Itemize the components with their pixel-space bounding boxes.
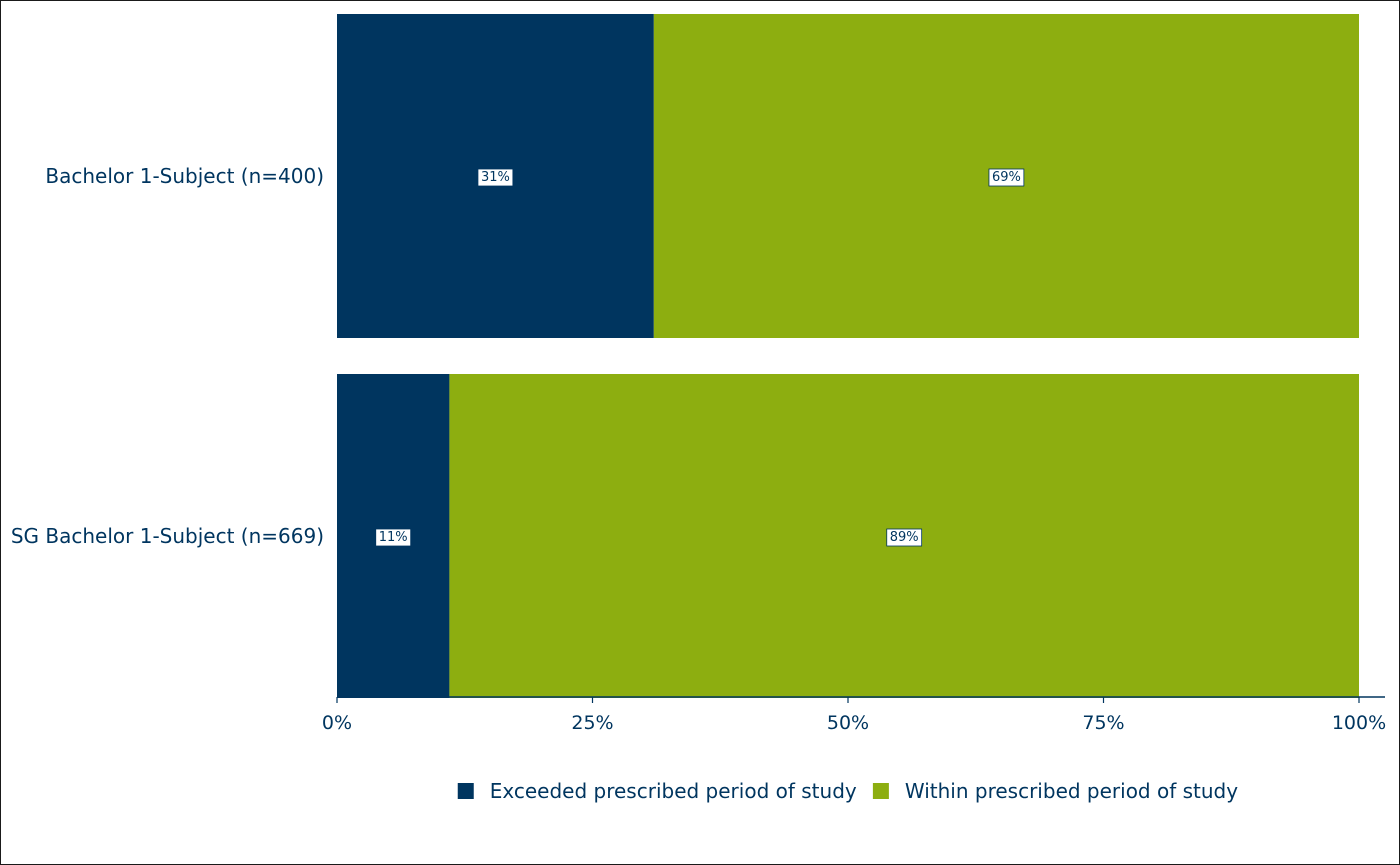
x-axis: 0% 25% 50% 75% 100%	[322, 696, 1386, 734]
data-label-text: 69%	[992, 170, 1021, 185]
x-tick-label-50: 50%	[827, 712, 869, 734]
category-label-1: Bachelor 1-Subject (n=400)	[45, 164, 324, 188]
data-label-exceeded-prescribed-period-of-study-1: 31%	[477, 168, 514, 187]
legend-label: Within prescribed period of study	[905, 779, 1238, 803]
data-label-exceeded-prescribed-period-of-study-2: 11%	[375, 528, 412, 547]
x-tick-label-75: 75%	[1082, 712, 1124, 734]
data-label-box	[375, 528, 412, 547]
legend-swatch	[872, 783, 889, 799]
x-tick-label-100: 100%	[1332, 712, 1386, 734]
legend: Exceeded prescribed period of study Withi…	[457, 779, 1238, 803]
data-label-text: 89%	[890, 530, 919, 545]
data-labels-layer: 31% 69% 11% 89%	[375, 168, 1025, 547]
data-label-box	[988, 168, 1025, 187]
category-label-2: SG Bachelor 1-Subject (n=669)	[11, 524, 324, 548]
bars-layer	[337, 14, 1359, 698]
data-label-box	[886, 528, 923, 547]
legend-swatch	[457, 783, 474, 799]
x-tick-label-25: 25%	[571, 712, 613, 734]
category-labels-layer: Bachelor 1-Subject (n=400) SG Bachelor 1-…	[11, 164, 324, 548]
data-label-box	[477, 168, 514, 187]
data-label-within-prescribed-period-of-study-1: 69%	[988, 168, 1025, 187]
x-tick-label-0: 0%	[322, 712, 352, 734]
data-label-text: 31%	[481, 170, 510, 185]
legend-label: Exceeded prescribed period of study	[490, 779, 857, 803]
legend-item-exceeded-prescribed-period-of-study: Exceeded prescribed period of study	[457, 779, 857, 803]
data-label-text: 11%	[379, 530, 408, 545]
legend-item-within-prescribed-period-of-study: Within prescribed period of study	[872, 779, 1238, 803]
data-label-within-prescribed-period-of-study-2: 89%	[886, 528, 923, 547]
